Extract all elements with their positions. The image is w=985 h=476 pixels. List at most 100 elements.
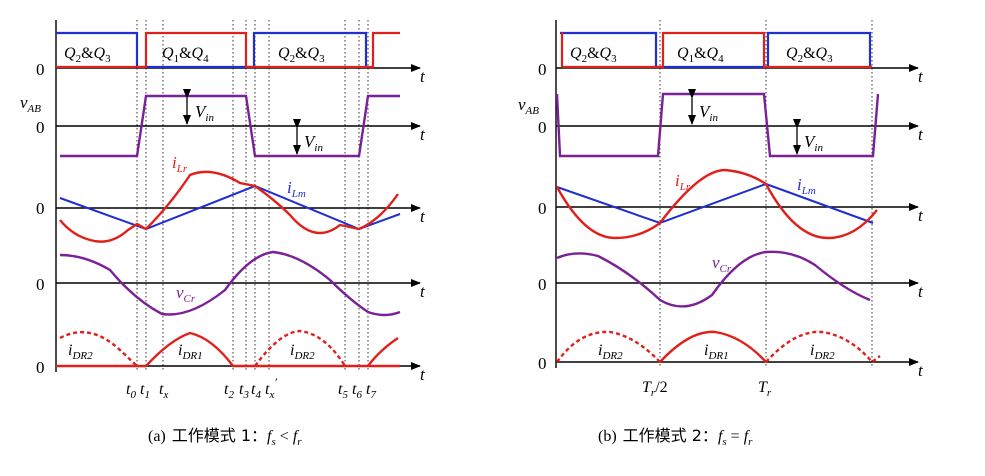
q-sub: 3 — [319, 53, 325, 65]
gate-q1q4-wave — [560, 31, 872, 69]
tl-base: T — [758, 379, 768, 396]
q-sub: 2 — [76, 53, 82, 65]
idr1-base: i — [704, 342, 708, 359]
time-label-t6: t6 — [352, 381, 362, 401]
panel-a-t-labels: t t t t t — [420, 67, 426, 384]
caption-fr-sub: r — [297, 436, 302, 448]
ilr-base: i — [675, 171, 680, 190]
ilr-wave — [555, 168, 878, 240]
label-idr2-a: iDR2 — [68, 342, 93, 362]
tl-base: t — [366, 381, 371, 398]
caption-op: = — [727, 428, 744, 445]
tl-sub: 3 — [242, 389, 249, 401]
tl-suffix: /2 — [655, 379, 667, 396]
vab-base: v — [518, 95, 526, 114]
t-axis-label: t — [918, 125, 924, 144]
t-axis-label: t — [420, 125, 426, 144]
q-letter: Q — [677, 45, 689, 62]
t-axis-label: t — [918, 361, 924, 380]
zero-label: 0 — [538, 199, 547, 218]
vin-base: V — [804, 132, 817, 151]
vab-wave — [555, 92, 880, 158]
time-label-tr-half: Tr/2 — [642, 379, 668, 399]
label-vin-upper: Vin — [699, 102, 718, 124]
tl-sub: 2 — [228, 389, 234, 401]
zero-label: 0 — [538, 118, 547, 137]
time-label-t3: t3 — [239, 381, 249, 401]
q-sub: 1 — [174, 53, 180, 65]
zero-label: 0 — [36, 199, 45, 218]
q-letter: Q — [162, 45, 174, 62]
tl-base: t — [352, 381, 357, 398]
vin-base: V — [195, 102, 208, 121]
q-amp: & — [694, 45, 707, 62]
ilr-sub: Lr — [679, 181, 691, 193]
zero-label: 0 — [36, 118, 45, 137]
caption-fs-sub: s — [272, 436, 276, 448]
tl-sub: 7 — [370, 389, 376, 401]
tl-base: t — [338, 381, 343, 398]
label-idr1-b: iDR1 — [704, 342, 729, 362]
caption-b: (b) 工作模式 2：fs = fr — [598, 426, 753, 448]
tl-base: t — [159, 381, 164, 398]
panel-a-time-labels: t0 t1 tx t2 t3 t4 tx′ t5 t6 t7 — [126, 375, 376, 401]
label-vab: vAB — [20, 93, 41, 115]
idr2-base: i — [598, 342, 602, 359]
q-letter: Q — [707, 45, 719, 62]
ilm-wave — [556, 182, 874, 225]
caption-fr: f — [744, 428, 751, 445]
vcr-sub: Cr — [720, 263, 732, 275]
panel-b-t-labels: t t t t t — [918, 67, 924, 380]
tl-sub: 6 — [356, 389, 362, 401]
time-label-tr: Tr — [758, 379, 772, 399]
tl-sub: x — [162, 389, 168, 401]
vcr-base: v — [712, 253, 720, 272]
idr1-sub: DR1 — [181, 350, 202, 362]
t-axis-label: t — [420, 207, 426, 226]
q-sub: 1 — [689, 53, 695, 65]
caption-fs: f — [718, 428, 725, 445]
caption-fs: f — [267, 428, 274, 445]
panel-b-time-labels: Tr/2 Tr — [642, 379, 772, 399]
t-axis-label: t — [420, 282, 426, 301]
label-vcr: vCr — [176, 283, 196, 305]
label-ilr: iLr — [675, 171, 691, 193]
idr2-wave-1 — [556, 330, 661, 363]
ilr-wave — [59, 170, 399, 243]
time-label-tx-prime: tx′ — [265, 375, 277, 401]
q-amp: & — [179, 45, 192, 62]
label-q2q3: Q2&Q3 — [64, 45, 111, 65]
ilm-sub: Lm — [291, 188, 306, 200]
panel-b-zero-labels: 0 0 0 0 0 — [538, 60, 547, 373]
idr2-base: i — [290, 342, 294, 359]
idr2-sub: DR2 — [601, 350, 623, 362]
q-amp: & — [803, 45, 816, 62]
vin-arrows — [183, 89, 301, 155]
idr1-sub: DR1 — [707, 350, 728, 362]
q-sub: 3 — [105, 53, 111, 65]
vab-base: v — [20, 93, 28, 112]
tl-base: t — [126, 381, 131, 398]
label-vcr: vCr — [712, 253, 732, 275]
caption-fr: f — [293, 428, 300, 445]
panel-a-time-markers — [136, 20, 369, 372]
time-label-t7: t7 — [366, 381, 376, 401]
tl-sup: ′ — [274, 375, 277, 389]
tl-base: T — [642, 379, 652, 396]
caption-op: < — [276, 428, 293, 445]
zero-label: 0 — [538, 60, 547, 79]
idr2-wave-2 — [765, 330, 881, 364]
gate-q1q4-wave — [56, 31, 400, 69]
caption-text: 工作模式 2： — [623, 426, 718, 445]
label-q2q3-second: Q2&Q3 — [786, 45, 833, 65]
zero-label: 0 — [538, 354, 547, 373]
idr2-base: i — [810, 342, 814, 359]
time-label-t5: t5 — [338, 381, 348, 401]
vcr-sub: Cr — [184, 293, 196, 305]
time-label-tx: tx — [159, 381, 168, 401]
panel-a: 0 0 0 0 0 t t t t t Q2&Q3 Q1&Q4 Q2&Q3 vA… — [20, 20, 426, 448]
vin-sub: in — [814, 142, 823, 154]
q-letter: Q — [192, 45, 204, 62]
q-amp: & — [587, 45, 600, 62]
vin-arrows — [688, 89, 801, 155]
